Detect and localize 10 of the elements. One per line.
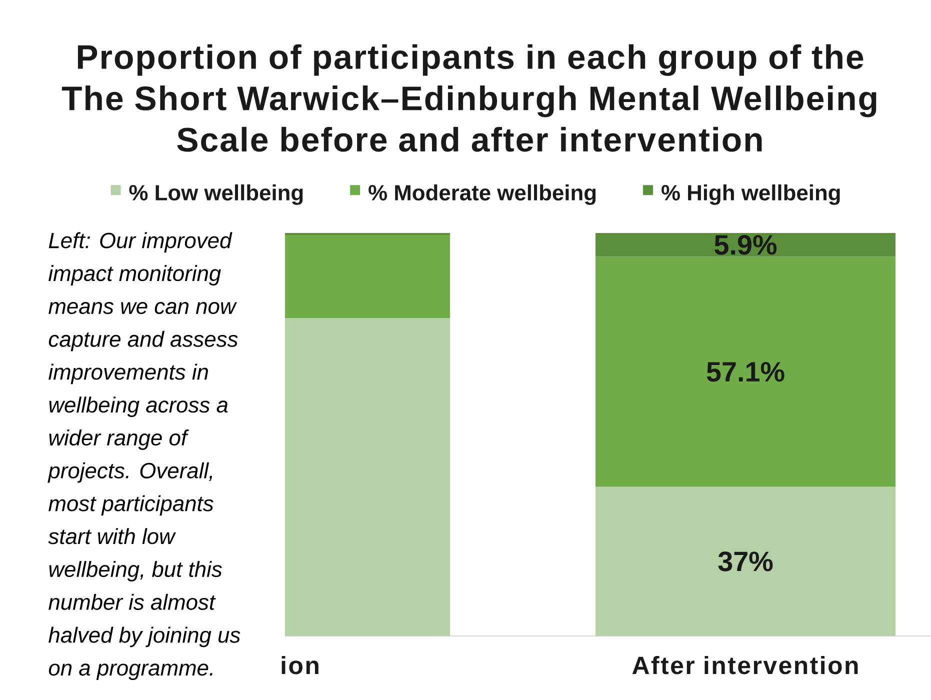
legend-label: % High wellbeing [662, 184, 840, 205]
data-label: 5.9% [714, 235, 777, 255]
chart-title: Proportion of participants in each group of the The Short Warwick–Edinburgh Mental Wellbeing Scale before and after intervention [62, 44, 876, 152]
text: Left: Our improved impact monitoring means we can now capture and assess improvements in wellbeing across a wider range of projects. Overall, most participants start with low wellbeing, but this number is almost halved by joining us on a programme. [48, 232, 240, 680]
x-tick-label: ion [282, 656, 318, 674]
data-label: 57.1% [706, 362, 784, 382]
legend-label: % Low wellbeing [129, 184, 303, 205]
data-label: 37% [718, 552, 773, 572]
x-tick-label: After intervention [632, 656, 858, 674]
legend-label: % Moderate wellbeing [368, 184, 596, 205]
